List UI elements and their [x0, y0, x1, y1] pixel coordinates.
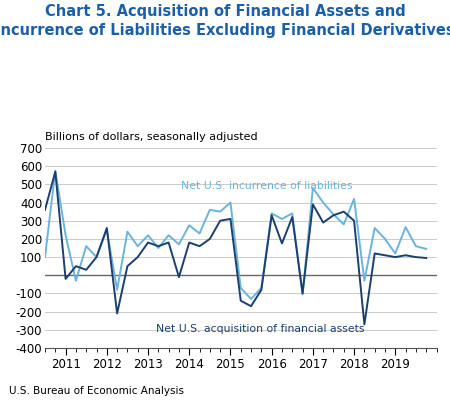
- Text: Net U.S. incurrence of liabilities: Net U.S. incurrence of liabilities: [181, 181, 352, 191]
- Text: Billions of dollars, seasonally adjusted: Billions of dollars, seasonally adjusted: [45, 132, 257, 142]
- Text: U.S. Bureau of Economic Analysis: U.S. Bureau of Economic Analysis: [9, 386, 184, 396]
- Text: Chart 5. Acquisition of Financial Assets and
Incurrence of Liabilities Excluding: Chart 5. Acquisition of Financial Assets…: [0, 4, 450, 38]
- Text: Net U.S. acquisition of financial assets: Net U.S. acquisition of financial assets: [156, 324, 365, 334]
